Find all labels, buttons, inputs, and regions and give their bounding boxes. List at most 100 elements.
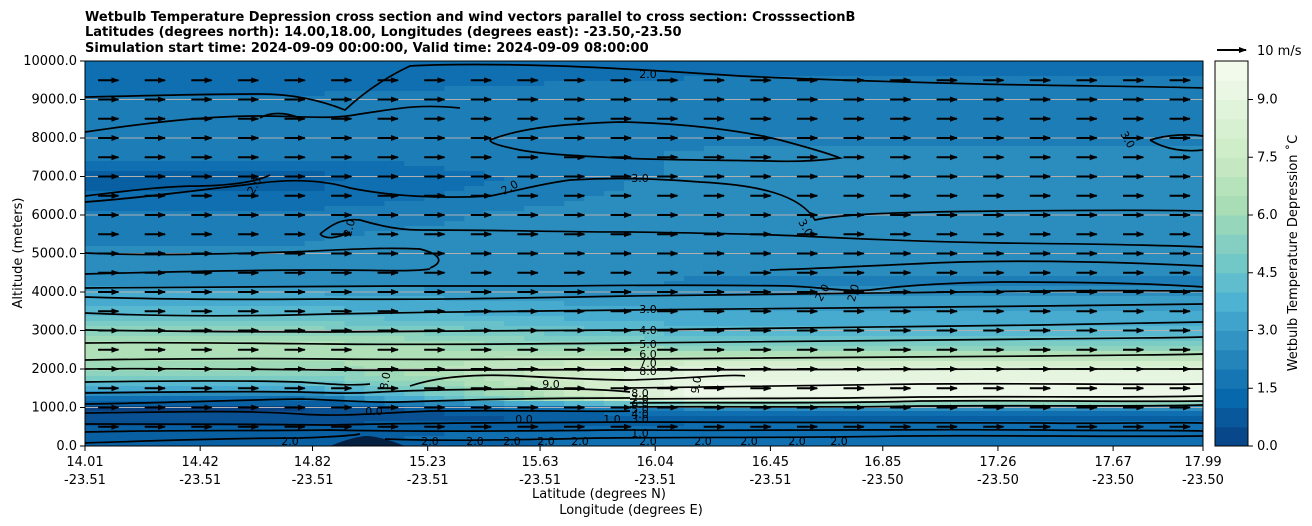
- field-cell: [604, 441, 625, 446]
- field-cell: [1043, 306, 1064, 312]
- field-cell: [1083, 226, 1104, 232]
- field-cell: [843, 166, 865, 172]
- field-cell: [524, 111, 545, 117]
- colorbar: 0.01.53.04.56.07.59.0: [1214, 60, 1278, 454]
- field-cell: [1063, 361, 1084, 367]
- field-cell: [524, 121, 545, 127]
- field-cell: [743, 191, 765, 197]
- field-cell: [504, 401, 525, 407]
- field-cell: [923, 206, 945, 212]
- field-cell: [863, 246, 885, 252]
- field-cell: [484, 376, 505, 382]
- field-cell: [344, 331, 366, 337]
- field-cell: [1183, 401, 1203, 407]
- field-cell: [164, 266, 186, 272]
- field-cell: [1023, 286, 1044, 292]
- field-cell: [184, 306, 206, 312]
- field-cell: [264, 96, 286, 102]
- field-cell: [444, 271, 465, 277]
- field-cell: [224, 416, 246, 422]
- field-cell: [204, 351, 226, 357]
- field-cell: [124, 326, 146, 332]
- field-cell: [424, 106, 445, 112]
- field-cell: [803, 151, 825, 157]
- field-cell: [324, 216, 346, 222]
- field-cell: [883, 216, 905, 222]
- field-cell: [1103, 376, 1124, 382]
- field-cell: [284, 166, 306, 172]
- x-tick-label-latitude: 15.23: [409, 455, 446, 470]
- field-cell: [324, 196, 346, 202]
- field-cell: [783, 296, 805, 302]
- field-cell: [424, 66, 445, 72]
- field-cell: [803, 166, 825, 172]
- field-cell: [803, 381, 825, 387]
- field-cell: [124, 76, 146, 82]
- field-cell: [803, 286, 825, 292]
- x-tick-label-latitude: 14.01: [66, 455, 103, 470]
- field-cell: [963, 196, 984, 202]
- field-cell: [85, 171, 106, 177]
- field-cell: [1083, 86, 1104, 92]
- field-cell: [504, 131, 525, 137]
- field-cell: [1083, 206, 1104, 212]
- field-cell: [943, 376, 965, 382]
- field-cell: [983, 91, 1004, 97]
- field-cell: [444, 441, 465, 446]
- field-cell: [85, 221, 106, 227]
- field-cell: [943, 151, 965, 157]
- contour-line: [85, 433, 361, 444]
- field-cell: [963, 176, 984, 182]
- field-cell: [584, 416, 605, 422]
- field-cell: [683, 261, 705, 267]
- field-cell: [1143, 326, 1164, 332]
- field-cell: [743, 81, 765, 87]
- field-cell: [1023, 81, 1044, 87]
- field-cell: [224, 331, 246, 337]
- field-cell: [464, 291, 485, 297]
- field-cell: [1103, 201, 1124, 207]
- field-cell: [124, 176, 146, 182]
- field-cell: [544, 101, 565, 107]
- field-cell: [104, 331, 126, 337]
- field-cell: [224, 131, 246, 137]
- field-cell: [1163, 316, 1184, 322]
- field-cell: [604, 286, 625, 292]
- field-cell: [184, 371, 206, 377]
- field-cell: [164, 431, 186, 437]
- field-cell: [863, 66, 885, 72]
- field-cell: [544, 376, 565, 382]
- field-cell: [544, 311, 565, 317]
- field-cell: [823, 196, 845, 202]
- field-cell: [1183, 361, 1203, 367]
- field-cell: [204, 81, 226, 87]
- field-cell: [204, 216, 226, 222]
- field-cell: [823, 161, 845, 167]
- field-cell: [1043, 296, 1064, 302]
- field-cell: [244, 441, 266, 446]
- field-cell: [683, 296, 705, 302]
- field-cell: [903, 171, 925, 177]
- field-cell: [504, 371, 525, 377]
- field-cell: [983, 171, 1004, 177]
- field-cell: [344, 101, 366, 107]
- field-cell: [244, 336, 266, 342]
- field-cell: [963, 421, 984, 427]
- colorbar-segment: [1215, 388, 1248, 408]
- field-cell: [564, 181, 585, 187]
- field-cell: [524, 361, 545, 367]
- field-cell: [1163, 206, 1184, 212]
- field-cell: [1123, 396, 1144, 402]
- field-cell: [1043, 181, 1064, 187]
- field-cell: [584, 76, 605, 82]
- field-cell: [1043, 161, 1064, 167]
- field-cell: [364, 401, 386, 407]
- field-cell: [703, 151, 725, 157]
- field-cell: [1183, 191, 1203, 197]
- field-cell: [144, 286, 166, 292]
- x-tick-label-latitude: 16.45: [752, 455, 789, 470]
- field-cell: [683, 411, 705, 417]
- field-cell: [783, 96, 805, 102]
- field-cell: [683, 211, 705, 217]
- field-cell: [444, 396, 465, 402]
